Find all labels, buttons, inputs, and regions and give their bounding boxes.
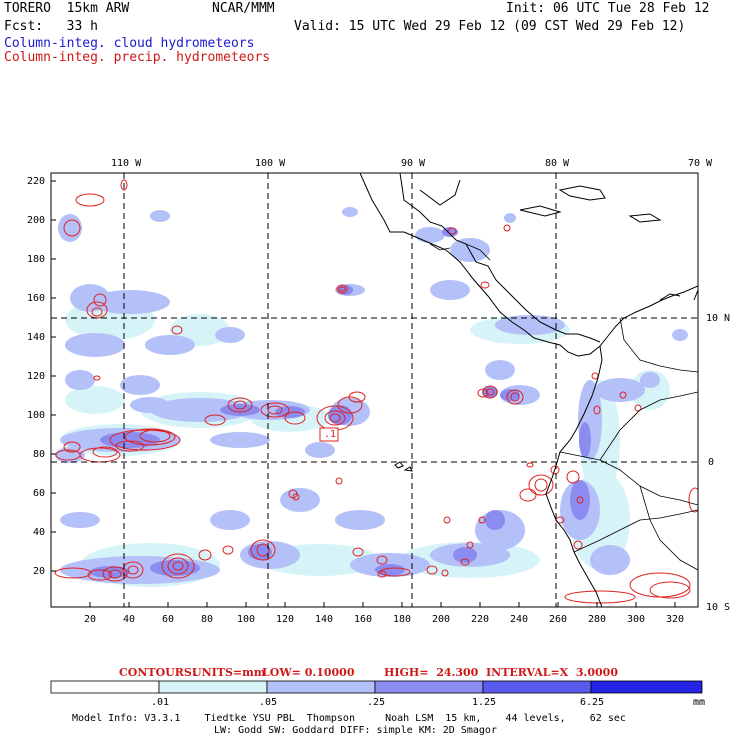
y-tick-label: 20 (33, 566, 46, 577)
x-tick-label: 200 (432, 614, 451, 625)
high-marker-label: .1 (324, 429, 337, 440)
y-tick-label: 220 (27, 176, 46, 187)
map-plot-area (51, 173, 698, 607)
center-name: NCAR/MMM (212, 1, 275, 16)
lon-label-110w: 110 W (111, 158, 142, 169)
x-tick-label: 60 (162, 614, 175, 625)
y-tick-label: 80 (33, 449, 46, 460)
lon-label-80w: 80 W (545, 158, 570, 169)
x-tick-label: 240 (510, 614, 529, 625)
contours-title: CONTOURS: (119, 666, 196, 679)
lon-label-100w: 100 W (255, 158, 286, 169)
contours-high: HIGH= 24.300 (384, 666, 479, 679)
model-info-line2: LW: Godd SW: Goddard DIFF: simple KM: 2D… (214, 725, 497, 736)
colorbar-label: 1.25 (472, 697, 497, 708)
y-tick-label: 40 (33, 527, 46, 538)
lat-label-10s: 10 S (706, 602, 731, 613)
contours-units: UNITS=mm (192, 666, 266, 679)
cloud-shading-medium (55, 207, 688, 584)
lon-label-90w: 90 W (401, 158, 426, 169)
contours-interval: INTERVAL=X 3.0000 (486, 666, 618, 679)
map-frame (50, 172, 699, 608)
x-tick-label: 320 (666, 614, 685, 625)
colorbar-label: .25 (367, 697, 386, 708)
x-tick-label: 220 (471, 614, 490, 625)
colorbar-bin-6 (590, 680, 703, 694)
colorbar-bin-1 (50, 680, 160, 694)
lat-label-0: 0 (708, 457, 715, 468)
x-tick-label: 100 (237, 614, 256, 625)
forecast-hour: Fcst: 33 h (4, 19, 98, 34)
lat-lon-grid (51, 173, 698, 607)
valid-time: Valid: 15 UTC Wed 29 Feb 12 (09 CST Wed … (294, 19, 686, 34)
colorbar-bin-5 (482, 680, 592, 694)
init-time: Init: 06 UTC Tue 28 Feb 12 (506, 1, 710, 16)
y-tick-label: 200 (27, 215, 46, 226)
x-tick-label: 260 (549, 614, 568, 625)
x-tick-label: 40 (123, 614, 136, 625)
colorbar-label: .01 (151, 697, 170, 708)
colorbar-label: 6.25 (580, 697, 605, 708)
x-tick-label: 280 (588, 614, 607, 625)
field-precip-label: Column-integ. precip. hydrometeors (4, 50, 271, 65)
y-tick-label: 120 (27, 371, 46, 382)
colorbar (50, 680, 703, 694)
y-tick-label: 160 (27, 293, 46, 304)
axis-ticks (51, 180, 676, 607)
x-tick-label: 180 (393, 614, 412, 625)
colorbar-bin-3 (266, 680, 376, 694)
y-tick-label: 180 (27, 254, 46, 265)
contours-low: LOW= 0.10000 (262, 666, 355, 679)
y-tick-label: 60 (33, 488, 46, 499)
x-tick-label: 300 (627, 614, 646, 625)
colorbar-label: .05 (259, 697, 278, 708)
x-tick-label: 20 (84, 614, 97, 625)
colorbar-bin-4 (374, 680, 484, 694)
model-info-line1: Model Info: V3.3.1 Tiedtke YSU PBL Thomp… (72, 713, 626, 724)
colorbar-bin-2 (158, 680, 268, 694)
x-tick-label: 120 (276, 614, 295, 625)
x-tick-label: 80 (201, 614, 214, 625)
y-tick-label: 100 (27, 410, 46, 421)
precip-contours (54, 179, 698, 604)
high-marker-box (319, 427, 339, 442)
x-tick-label: 140 (315, 614, 334, 625)
colorbar-unit: mm (693, 697, 706, 708)
lat-label-10n: 10 N (706, 313, 731, 324)
y-tick-label: 140 (27, 332, 46, 343)
coastlines (359, 173, 698, 607)
x-tick-label: 160 (354, 614, 373, 625)
field-cloud-label: Column-integ. cloud hydrometeors (4, 36, 255, 51)
model-title: TORERO 15km ARW (4, 1, 130, 16)
lon-label-70w: 70 W (688, 158, 713, 169)
